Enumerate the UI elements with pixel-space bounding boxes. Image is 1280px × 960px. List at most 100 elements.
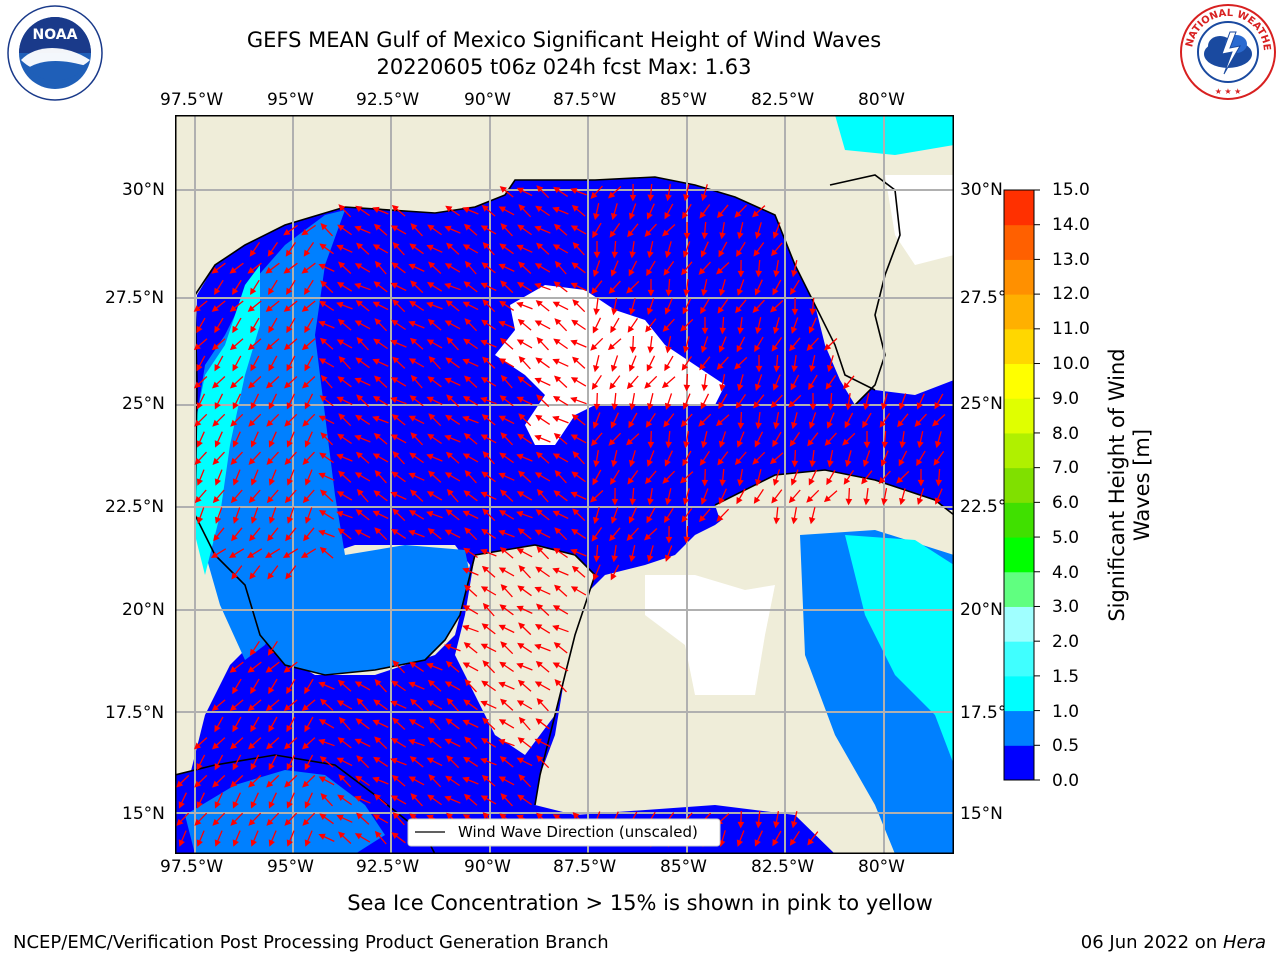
wave-arrow-head [535,509,543,516]
wave-arrow-head [516,491,525,498]
wave-arrow-head [408,738,416,746]
wave-arrow-head [373,338,381,346]
wave-arrow-head [428,774,436,782]
wave-arrow-head [755,327,762,335]
wave-arrow-head [286,801,293,809]
wave-arrow-head [737,383,744,392]
wave-arrow-head [771,496,778,504]
wave-arrow-head [806,343,814,351]
wave-arrow-head [737,232,744,240]
wave-arrow-head [809,308,817,316]
wave-arrow-head [301,267,309,274]
wave-arrow-head [229,666,237,673]
wave-arrow-head [193,305,201,312]
wave-arrow-head [500,584,508,592]
colorbar-segment [1004,502,1034,538]
wave-arrow-head [196,478,204,486]
wave-arrow-head [788,496,796,504]
wave-arrow-head [320,374,328,382]
wave-arrow-head [301,305,309,312]
wave-arrow-head [320,489,328,497]
lat-right-6: 15°N [960,804,1003,824]
wave-arrow-head [408,529,416,537]
wave-arrow-head [898,402,906,410]
wave-arrow-head [250,839,257,847]
gulf-water [175,177,954,854]
wave-arrow-head [536,394,544,402]
wave-arrow-head [773,422,780,430]
wave-arrow-head [283,704,291,712]
wave-arrow-head [662,476,670,484]
svg-text:★ ★ ★: ★ ★ ★ [1215,87,1242,96]
wave-arrow-head [718,401,725,410]
wave-arrow-head [628,212,636,220]
wave-arrow-head [498,206,506,213]
wave-arrow-head [535,566,543,574]
wave-arrow-head [356,755,364,763]
wave-arrow-head [482,299,490,307]
colorbar-tick-1: 14.0 [1052,215,1090,235]
wave-arrow-head [320,280,328,288]
wave-arrow-head [338,204,346,212]
wave-arrow-head [698,267,706,275]
wave-arrow-head [337,224,345,232]
wave-arrow-head [445,205,453,213]
wave-arrow-head [232,287,239,296]
wave-arrow-head [629,194,637,202]
wave-arrow-head [862,459,870,467]
wave-arrow-head [517,433,525,441]
wave-arrow-head [647,289,655,297]
wave-arrow-head [516,244,524,251]
wave-arrow-head [534,263,543,270]
lon-bottom-3: 90°W [464,857,511,877]
lon-top-6: 82.5°W [751,90,815,110]
wave-arrow-head [463,281,471,288]
colorbar-segment [1004,294,1034,330]
wave-arrow-head [391,414,399,421]
wave-arrow-head [790,478,798,486]
wave-arrow-head [646,307,654,315]
lat-left-3: 22.5°N [105,497,165,517]
wave-arrow-head [250,686,257,695]
wave-arrow-head [391,680,399,688]
wave-arrow-head [249,572,256,580]
gridlines [175,115,954,854]
wave-arrow-head [196,516,204,524]
wave-arrow-head [646,364,653,372]
wave-arrow-head [517,679,525,687]
wave-arrow-head [267,572,274,580]
wave-arrow-head [534,320,542,327]
wave-arrow-head [790,326,798,334]
wave-arrow-head [318,776,326,783]
wave-arrow-head [518,413,526,421]
wave-arrow-head [231,534,238,542]
footer-right: 06 Jun 2022 on Hera [1081,932,1266,953]
wave-arrow-head [319,756,327,763]
wave-arrow-head [464,470,472,478]
wave-arrow-head [196,763,203,771]
wave-arrow-head [408,510,417,517]
wave-arrow-head [178,801,185,809]
wave-arrow-head [553,642,561,649]
wave-arrow-head [427,794,435,802]
wave-arrow-head [644,381,652,389]
wave-arrow-head [232,478,240,486]
wave-arrow-head [663,268,671,276]
wave-arrow-head [499,546,507,554]
wave-arrow-head [481,471,489,479]
wave-arrow-head [408,263,416,270]
wave-arrow-head [736,249,743,258]
wave-arrow-head [390,225,399,232]
wave-arrow-head [391,262,399,269]
wave-arrow-head [646,554,654,563]
colorbar-segment [1004,710,1034,746]
wave-arrow-head [680,420,688,428]
wave-arrow-head [700,345,708,353]
wave-arrow-head [480,225,489,232]
wave-arrow-head [772,288,779,296]
wave-band-high-west [195,265,260,575]
wave-arrow-head [572,242,580,250]
wave-arrow-head [571,528,579,536]
wave-arrow-head [354,681,363,688]
wave-arrow-head [247,343,255,351]
